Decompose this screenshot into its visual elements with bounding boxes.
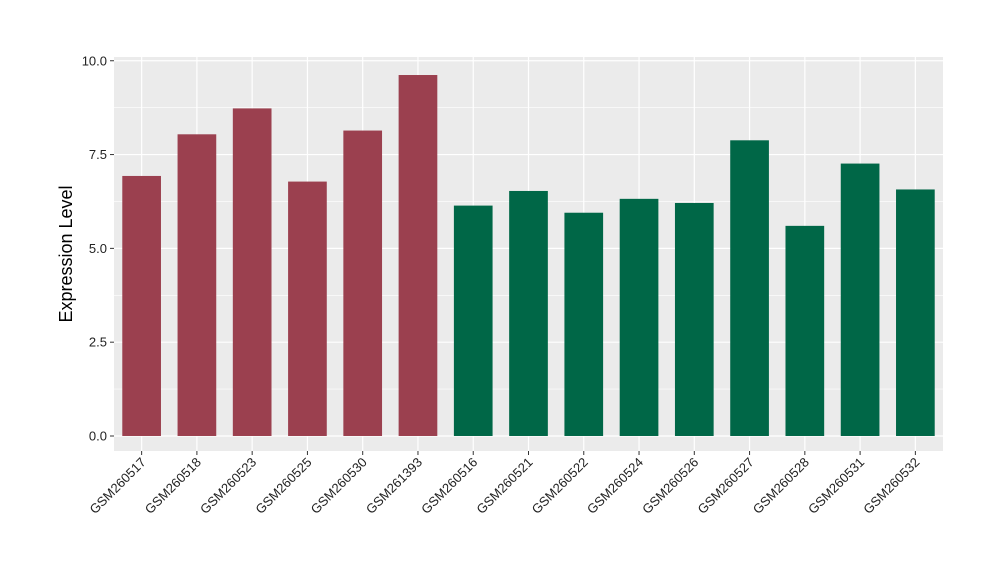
x-tick-label: GSM260523 <box>197 455 259 517</box>
bar-GSM260521 <box>509 190 548 436</box>
bar-GSM260530 <box>343 130 383 436</box>
bar-GSM260516 <box>453 205 493 436</box>
bars <box>122 75 935 436</box>
x-tick-label: GSM260522 <box>529 455 591 517</box>
bar-GSM260518 <box>177 134 217 436</box>
bar-GSM260527 <box>730 140 769 436</box>
y-axis-title: Expression Level <box>56 185 76 322</box>
x-tick-label: GSM260532 <box>860 455 922 517</box>
bar-GSM260528 <box>785 225 825 436</box>
x-tick-label: GSM260517 <box>87 455 149 517</box>
bar-GSM260517 <box>122 175 161 436</box>
bar-GSM260523 <box>232 108 272 436</box>
bar-GSM260522 <box>564 212 604 436</box>
x-tick-label: GSM260527 <box>694 455 756 517</box>
x-tick-label: GSM260530 <box>308 455 370 517</box>
bar-GSM260531 <box>840 163 880 436</box>
bar-GSM260525 <box>288 181 327 436</box>
x-tick-label: GSM260524 <box>584 455 646 517</box>
y-tick-label: 7.5 <box>89 147 107 162</box>
y-tick-label: 5.0 <box>89 241 107 256</box>
bar-GSM260526 <box>674 202 714 436</box>
x-axis: GSM260517GSM260518GSM260523GSM260525GSM2… <box>87 451 922 517</box>
bar-GSM261393 <box>398 75 438 436</box>
bar-GSM260532 <box>896 189 935 436</box>
x-tick-label: GSM260531 <box>805 455 867 517</box>
y-tick-label: 0.0 <box>89 428 107 443</box>
x-tick-label: GSM261393 <box>363 455 425 517</box>
y-tick-label: 10.0 <box>82 53 107 68</box>
x-tick-label: GSM260525 <box>252 455 314 517</box>
x-tick-label: GSM260521 <box>473 455 535 517</box>
y-tick-label: 2.5 <box>89 335 107 350</box>
bar-GSM260524 <box>619 198 659 436</box>
x-tick-label: GSM260516 <box>418 455 480 517</box>
x-tick-label: GSM260528 <box>750 455 812 517</box>
y-axis: 0.0 2.5 5.0 7.5 10.0 <box>82 53 114 443</box>
x-tick-label: GSM260526 <box>639 455 701 517</box>
x-tick-label: GSM260518 <box>142 455 204 517</box>
